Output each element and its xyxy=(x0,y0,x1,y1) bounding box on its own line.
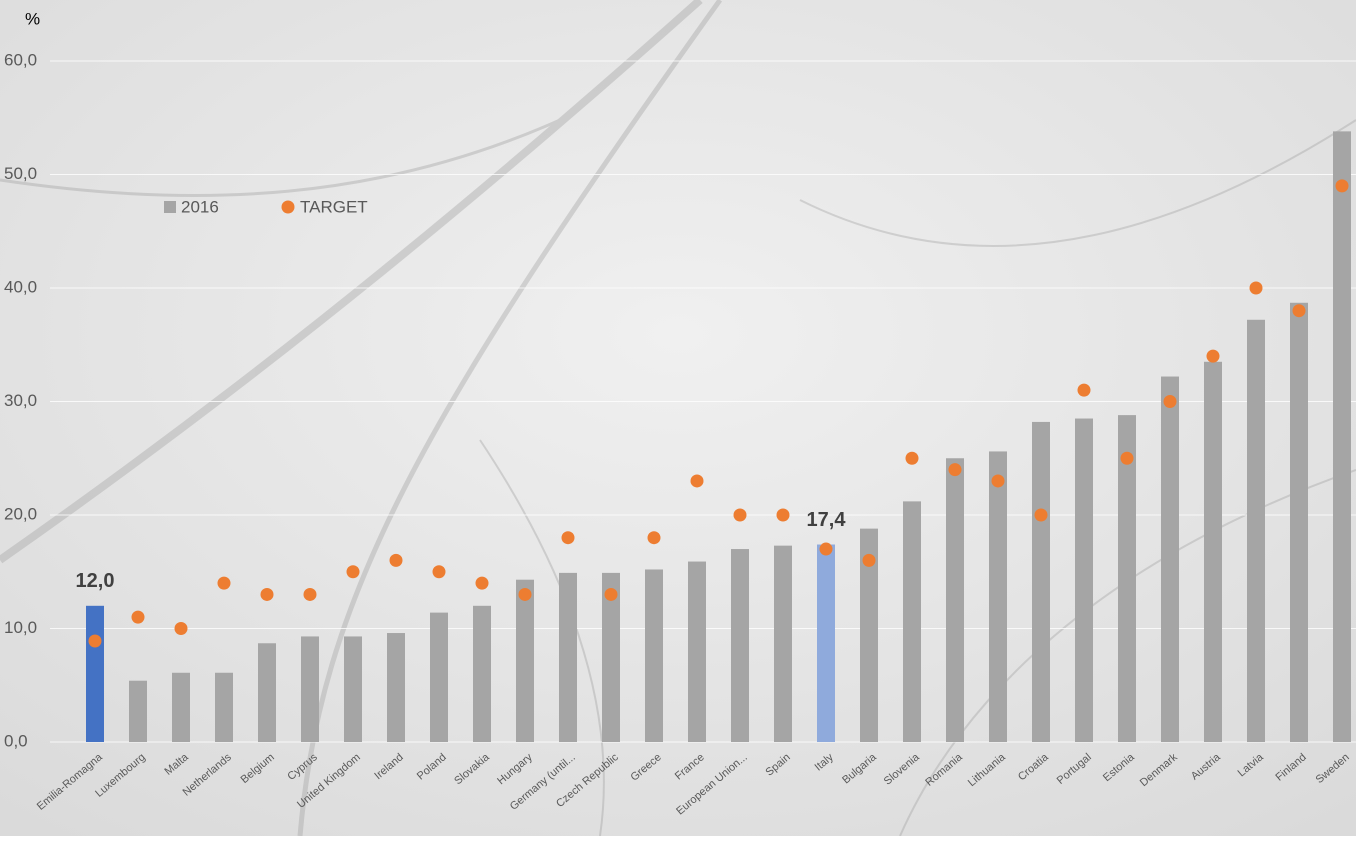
chart: % 2016 TARGET 0,0 10,0 20,0 30,0 40,0 50,0 60,… xyxy=(0,0,1356,836)
target-dot xyxy=(1207,350,1220,363)
bar xyxy=(1075,419,1093,742)
bar xyxy=(473,606,491,742)
bar xyxy=(387,633,405,742)
target-dot xyxy=(89,634,102,647)
y-tick-label: 50,0 xyxy=(4,164,37,183)
target-dot xyxy=(1293,304,1306,317)
target-dot xyxy=(390,554,403,567)
target-dot xyxy=(1164,395,1177,408)
data-label: 17,4 xyxy=(807,509,847,531)
bar xyxy=(172,673,190,742)
target-dot xyxy=(175,622,188,635)
bar xyxy=(301,636,319,742)
bar xyxy=(215,673,233,742)
bar xyxy=(559,573,577,742)
legend-swatch xyxy=(282,201,295,214)
target-dot xyxy=(347,565,360,578)
data-label: 12,0 xyxy=(76,570,115,592)
bar xyxy=(86,606,104,742)
y-tick-label: 60,0 xyxy=(4,50,37,69)
bar xyxy=(1032,422,1050,742)
bar xyxy=(989,451,1007,742)
y-tick-label: 20,0 xyxy=(4,504,37,523)
bar xyxy=(258,643,276,742)
bar xyxy=(688,562,706,742)
bar xyxy=(731,549,749,742)
bar xyxy=(817,545,835,742)
background xyxy=(0,0,1356,836)
legend-swatch xyxy=(164,201,176,213)
y-tick-label: 30,0 xyxy=(4,391,37,410)
bar xyxy=(1333,131,1351,742)
legend-label: TARGET xyxy=(300,197,368,216)
target-dot xyxy=(734,509,747,522)
target-dot xyxy=(906,452,919,465)
target-dot xyxy=(863,554,876,567)
bar xyxy=(344,636,362,742)
bar xyxy=(516,580,534,742)
target-dot xyxy=(691,474,704,487)
bar xyxy=(1161,377,1179,742)
target-dot xyxy=(562,531,575,544)
target-dot xyxy=(1250,282,1263,295)
target-dot xyxy=(476,577,489,590)
target-dot xyxy=(820,543,833,556)
target-dot xyxy=(1121,452,1134,465)
bar xyxy=(1290,303,1308,742)
bar xyxy=(1247,320,1265,742)
target-dot xyxy=(261,588,274,601)
y-tick-label: 10,0 xyxy=(4,618,37,637)
target-dot xyxy=(648,531,661,544)
target-dot xyxy=(132,611,145,624)
legend-label: 2016 xyxy=(181,197,219,216)
target-dot xyxy=(992,474,1005,487)
bar xyxy=(774,546,792,742)
target-dot xyxy=(605,588,618,601)
bar xyxy=(129,681,147,742)
y-tick-label: 0,0 xyxy=(4,731,28,750)
target-dot xyxy=(1078,384,1091,397)
target-dot xyxy=(949,463,962,476)
target-dot xyxy=(1035,509,1048,522)
target-dot xyxy=(304,588,317,601)
bar xyxy=(1204,362,1222,742)
bar xyxy=(946,458,964,742)
bar xyxy=(903,501,921,742)
y-tick-label: 40,0 xyxy=(4,277,37,296)
bar xyxy=(645,569,663,742)
bar xyxy=(430,613,448,742)
target-dot xyxy=(218,577,231,590)
target-dot xyxy=(433,565,446,578)
target-dot xyxy=(1336,179,1349,192)
y-axis-label: % xyxy=(25,9,40,28)
target-dot xyxy=(519,588,532,601)
target-dot xyxy=(777,509,790,522)
